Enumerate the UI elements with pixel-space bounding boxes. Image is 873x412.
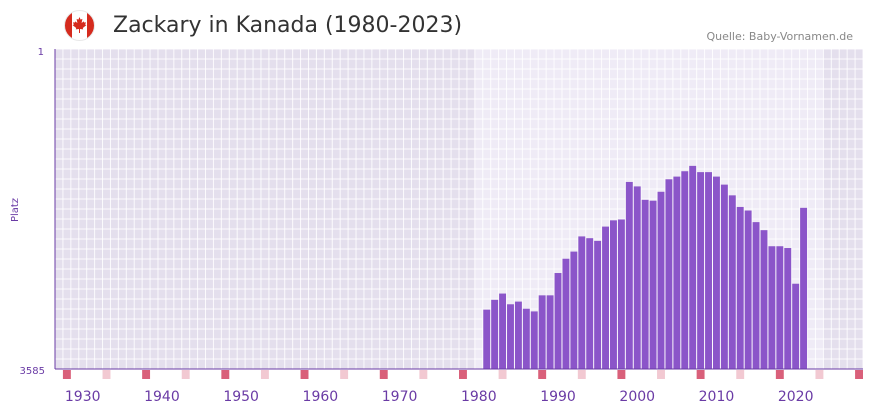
bar-2006 — [681, 171, 689, 369]
x-tick-2000: 2000 — [619, 389, 655, 405]
bar-2016 — [760, 230, 768, 369]
bar-1992 — [570, 251, 578, 369]
bar-2007 — [689, 165, 697, 369]
x-axis-ticks: 1930 1940 1950 1960 1970 1980 1990 2000 2010 2020 — [65, 389, 814, 405]
bar-2021 — [800, 207, 808, 369]
x-tick-1970: 1970 — [382, 389, 418, 405]
bar-1987 — [530, 311, 538, 369]
bar-2004 — [665, 179, 673, 369]
year-marker-2003 — [657, 370, 665, 379]
bar-1989 — [546, 295, 554, 369]
year-marker-1943 — [181, 370, 190, 379]
grid-lines — [54, 48, 864, 370]
bar-1996 — [602, 226, 610, 369]
bar-2020 — [792, 283, 800, 369]
bar-2018 — [776, 246, 784, 369]
x-tick-2020: 2020 — [778, 389, 814, 405]
bar-2015 — [752, 222, 760, 369]
year-marker-1953 — [260, 370, 269, 379]
x-tick-1930: 1930 — [65, 389, 101, 405]
bar-2012 — [728, 195, 736, 369]
x-tick-1950: 1950 — [223, 389, 259, 405]
year-marker-1928 — [62, 370, 71, 379]
bar-1991 — [562, 258, 570, 369]
year-markers — [62, 370, 863, 379]
chart-title: Zackary in Kanada (1980-2023) — [113, 13, 463, 38]
bar-1993 — [578, 236, 586, 369]
bar-1983 — [499, 293, 507, 369]
bar-1999 — [625, 181, 633, 369]
year-marker-2008 — [696, 370, 705, 379]
year-marker-1983 — [498, 370, 507, 379]
year-marker-1978 — [459, 370, 467, 379]
bar-2009 — [705, 172, 712, 369]
bar-2011 — [720, 184, 728, 369]
bar-2000 — [633, 186, 641, 369]
year-marker-1993 — [577, 370, 586, 379]
year-marker-2018 — [775, 370, 784, 379]
canada-flag-icon — [64, 10, 95, 41]
y-tick-bottom: 3585 — [20, 366, 45, 377]
y-axis-label: Platz — [10, 198, 21, 222]
year-marker-2028 — [855, 370, 863, 379]
bar-1984 — [507, 304, 514, 369]
bar-1997 — [610, 220, 617, 369]
bars-group — [483, 165, 808, 369]
bar-1988 — [538, 295, 546, 369]
bar-1998 — [617, 219, 625, 369]
bar-1986 — [522, 308, 530, 369]
y-tick-top: 1 — [38, 47, 44, 58]
x-tick-1960: 1960 — [303, 389, 339, 405]
year-marker-2023 — [815, 370, 824, 379]
bar-1981 — [483, 309, 491, 369]
bar-2019 — [784, 248, 792, 369]
year-marker-1973 — [419, 370, 428, 379]
bar-2002 — [649, 200, 657, 369]
bar-2003 — [657, 191, 665, 369]
year-marker-1998 — [617, 370, 626, 379]
bar-2008 — [697, 172, 705, 369]
year-marker-1933 — [102, 370, 111, 379]
x-tick-1940: 1940 — [144, 389, 180, 405]
year-marker-1963 — [340, 370, 349, 379]
x-tick-2010: 2010 — [699, 389, 735, 405]
bar-2005 — [673, 176, 681, 369]
bar-1994 — [586, 238, 594, 369]
year-marker-1968 — [379, 370, 388, 379]
bar-1990 — [554, 273, 562, 369]
bar-2010 — [712, 176, 720, 369]
year-marker-1948 — [221, 370, 230, 379]
year-marker-1958 — [300, 370, 309, 379]
bar-2013 — [736, 206, 744, 369]
bar-2017 — [768, 246, 776, 369]
year-marker-2013 — [736, 370, 745, 379]
axes — [54, 49, 863, 370]
year-marker-1938 — [142, 370, 151, 379]
x-tick-1990: 1990 — [540, 389, 576, 405]
bar-2014 — [744, 210, 752, 369]
source-credit: Quelle: Baby-Vornamen.de — [706, 30, 853, 43]
bar-1982 — [491, 299, 499, 369]
bar-1995 — [594, 240, 602, 369]
x-tick-1980: 1980 — [461, 389, 497, 405]
bar-1985 — [514, 301, 522, 369]
year-marker-1988 — [538, 370, 547, 379]
bar-2001 — [641, 199, 649, 369]
